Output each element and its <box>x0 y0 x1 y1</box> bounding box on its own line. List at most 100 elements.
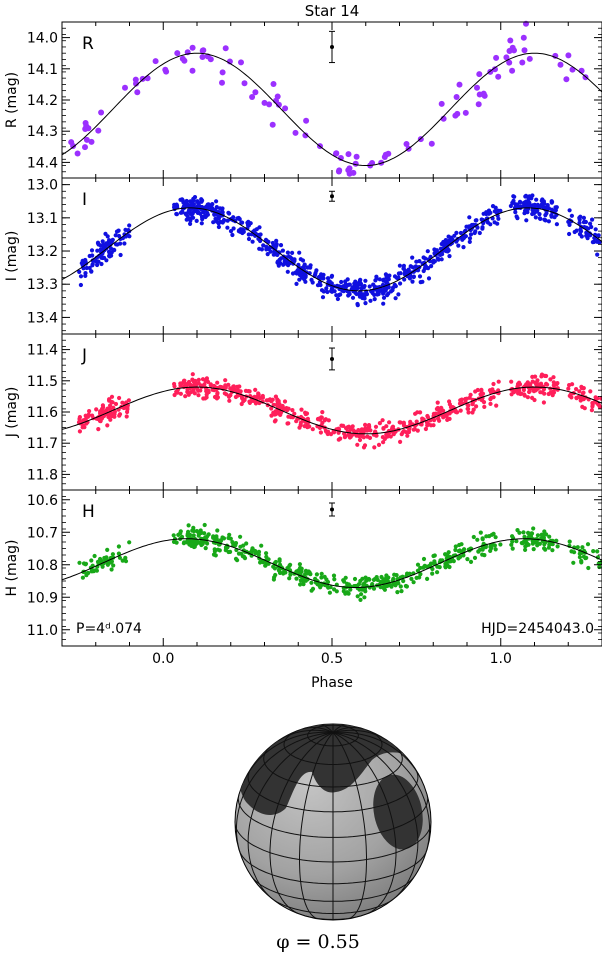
data-point <box>527 385 532 390</box>
data-point <box>205 541 210 546</box>
data-point <box>190 542 195 547</box>
data-point <box>471 534 476 540</box>
data-point <box>597 240 602 245</box>
data-point <box>398 420 403 425</box>
data-point <box>123 559 129 564</box>
data-point <box>189 67 196 74</box>
data-point <box>133 80 139 87</box>
data-point <box>110 400 115 405</box>
data-point <box>475 537 480 542</box>
data-point <box>459 397 464 402</box>
data-point <box>357 587 362 592</box>
data-point <box>89 269 94 274</box>
data-point <box>514 539 519 544</box>
data-point <box>120 400 125 405</box>
data-point <box>244 541 249 546</box>
data-point <box>403 141 410 147</box>
data-point <box>308 263 313 268</box>
data-point <box>488 210 493 215</box>
longitude-line <box>299 732 334 920</box>
data-point <box>83 271 88 276</box>
data-point <box>396 292 401 297</box>
data-point <box>577 217 582 222</box>
data-point <box>345 581 350 586</box>
longitude-line <box>319 724 334 733</box>
data-point <box>294 281 299 286</box>
data-point <box>510 539 515 544</box>
data-point <box>111 247 116 252</box>
data-point <box>537 212 542 217</box>
data-point <box>434 248 439 253</box>
data-point <box>476 549 481 554</box>
data-point <box>276 399 281 404</box>
data-point <box>489 395 494 400</box>
data-point <box>299 407 304 412</box>
data-point <box>373 424 379 429</box>
data-point <box>541 384 546 389</box>
y-axis-label-H: H (mag) <box>4 539 20 596</box>
longitude-line <box>301 726 334 733</box>
data-point <box>266 101 273 108</box>
data-point <box>216 214 221 219</box>
data-point <box>231 543 236 548</box>
data-point <box>266 557 271 562</box>
data-point <box>226 210 231 215</box>
data-point <box>420 279 425 284</box>
data-point <box>525 210 530 215</box>
data-point <box>190 384 195 389</box>
data-point <box>292 258 297 264</box>
data-point <box>551 375 556 380</box>
data-point <box>371 282 376 287</box>
data-point <box>551 380 556 385</box>
data-point <box>300 258 306 263</box>
data-point <box>350 169 357 176</box>
data-point <box>381 301 386 306</box>
data-point <box>381 277 386 282</box>
data-point <box>325 276 331 281</box>
data-point <box>353 153 360 160</box>
data-point <box>589 408 595 413</box>
data-point <box>413 411 418 416</box>
data-point <box>329 274 334 279</box>
data-point <box>82 144 88 151</box>
data-point <box>366 425 371 430</box>
data-point <box>171 533 176 538</box>
data-point <box>98 247 103 252</box>
data-point <box>329 288 334 294</box>
data-point <box>282 399 288 404</box>
data-point <box>230 232 235 238</box>
longitude-line <box>332 732 419 903</box>
data-point <box>542 546 547 551</box>
data-point <box>134 89 141 96</box>
data-point <box>127 540 132 545</box>
data-point <box>381 440 386 445</box>
data-point <box>503 54 510 61</box>
data-point <box>319 575 324 580</box>
data-point <box>246 232 251 237</box>
data-point <box>439 257 444 262</box>
data-point <box>238 59 244 66</box>
data-point <box>331 573 337 578</box>
data-point <box>219 69 226 76</box>
data-point <box>482 404 487 409</box>
data-point <box>466 224 471 229</box>
data-point <box>515 528 520 533</box>
y-tick-label: 13.3 <box>27 277 58 293</box>
data-point <box>361 445 367 450</box>
data-point <box>509 67 516 74</box>
data-point <box>231 226 236 231</box>
data-point <box>236 551 242 556</box>
data-point <box>402 277 407 282</box>
data-point <box>174 50 181 57</box>
data-point <box>578 398 583 403</box>
data-point <box>567 539 572 544</box>
data-point <box>89 569 94 574</box>
data-point <box>519 59 526 66</box>
data-point <box>285 250 290 255</box>
data-point <box>236 388 241 393</box>
data-point <box>196 533 201 538</box>
data-point <box>493 535 498 540</box>
data-point <box>107 406 112 411</box>
data-point <box>521 47 528 54</box>
data-point <box>552 52 559 59</box>
